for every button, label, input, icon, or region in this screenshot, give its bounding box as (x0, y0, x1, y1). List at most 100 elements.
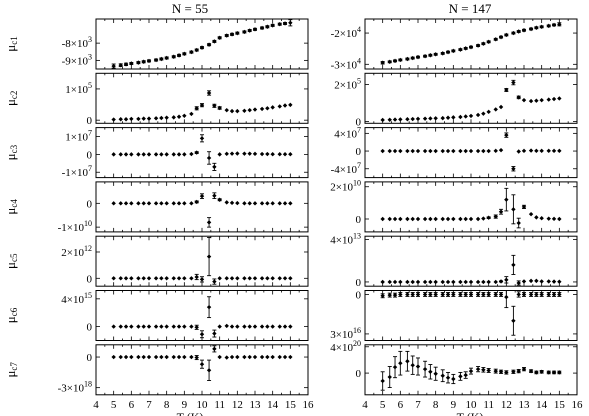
data-point (189, 276, 194, 281)
data-point (380, 216, 385, 222)
data-point (546, 216, 551, 221)
data-point (398, 292, 403, 297)
x-tick-label: 4 (93, 399, 99, 411)
data-point (265, 106, 270, 111)
data-point (182, 113, 187, 118)
data-point (445, 292, 451, 297)
data-point (199, 45, 205, 50)
y-tick-label: 0 (356, 368, 362, 380)
x-tick-label: 4 (362, 399, 368, 411)
data-point (129, 276, 134, 281)
data-point (486, 292, 491, 297)
data-point (493, 148, 498, 154)
x-tick-label: 7 (415, 399, 421, 411)
data-point (405, 148, 410, 154)
data-point (451, 376, 456, 382)
y-tick-label: -2×104 (331, 25, 361, 40)
data-point (146, 201, 152, 206)
data-point (118, 152, 123, 157)
data-point (551, 279, 557, 284)
data-point (194, 274, 199, 280)
y-tick-label: 4×1013 (330, 231, 361, 246)
data-point (557, 292, 562, 297)
data-point (475, 216, 481, 222)
data-point (217, 324, 222, 329)
data-point (504, 197, 509, 202)
data-point (481, 148, 486, 154)
data-point (242, 354, 247, 360)
data-point (463, 216, 468, 222)
data-point (445, 148, 451, 154)
data-point (451, 292, 456, 297)
data-point (194, 355, 199, 360)
data-point (511, 166, 516, 171)
data-point (217, 354, 222, 360)
x-tick-label: 15 (285, 399, 297, 411)
data-point (440, 51, 445, 56)
data-point (451, 279, 456, 285)
data-point (516, 280, 521, 286)
data-point (486, 215, 491, 220)
data-point (164, 152, 169, 157)
data-point (182, 51, 187, 57)
data-point (380, 117, 385, 123)
data-point (528, 26, 534, 32)
data-point (235, 200, 240, 206)
x-tick-label: 12 (501, 399, 512, 411)
y-tick-label: 0 (87, 273, 93, 285)
data-point (475, 112, 481, 118)
data-point (511, 318, 516, 323)
data-point (440, 115, 445, 121)
x-axis-label: T (K) (457, 410, 484, 416)
data-point (380, 60, 385, 65)
y-tick-label: -4×107 (331, 161, 361, 176)
data-point (277, 152, 282, 157)
data-point (288, 354, 293, 360)
data-point (458, 47, 463, 52)
data-point (380, 148, 385, 154)
data-point (118, 276, 123, 281)
y-tick-label: -1×1010 (58, 219, 92, 234)
data-point (171, 201, 176, 206)
x-tick-label: 15 (554, 399, 566, 411)
x-tick-label: 11 (483, 399, 494, 411)
data-point (486, 39, 491, 45)
data-point (528, 278, 534, 284)
column-title: N = 147 (449, 1, 492, 16)
data-point (229, 200, 235, 206)
data-point (551, 148, 557, 154)
data-point (516, 292, 521, 297)
y-tick-label: 3×1016 (330, 326, 361, 341)
data-point (546, 292, 551, 297)
data-point (265, 201, 270, 206)
data-point (415, 116, 421, 122)
data-point (534, 148, 539, 154)
data-point (182, 354, 187, 360)
data-point (387, 59, 392, 65)
data-point (468, 368, 474, 374)
data-point (440, 292, 445, 297)
data-point (440, 279, 445, 285)
data-point (422, 292, 428, 297)
data-point (398, 216, 403, 222)
column-title: N = 55 (172, 1, 208, 16)
data-point (270, 23, 275, 28)
data-point (136, 152, 141, 157)
data-point (546, 148, 551, 154)
y-tick-label: 0 (87, 115, 93, 127)
data-point (546, 279, 551, 284)
data-point (206, 368, 212, 373)
data-point (504, 277, 509, 283)
x-tick-label: 14 (536, 399, 548, 411)
data-point (451, 48, 456, 54)
data-point (176, 152, 182, 157)
y-tick-label: 1×107 (65, 129, 92, 144)
data-point (123, 324, 129, 329)
data-point (451, 115, 456, 120)
data-point (521, 28, 527, 33)
data-point (498, 34, 504, 40)
x-tick-label: 14 (267, 399, 279, 411)
data-point (229, 276, 235, 281)
data-point (118, 63, 123, 68)
data-point (129, 354, 134, 360)
